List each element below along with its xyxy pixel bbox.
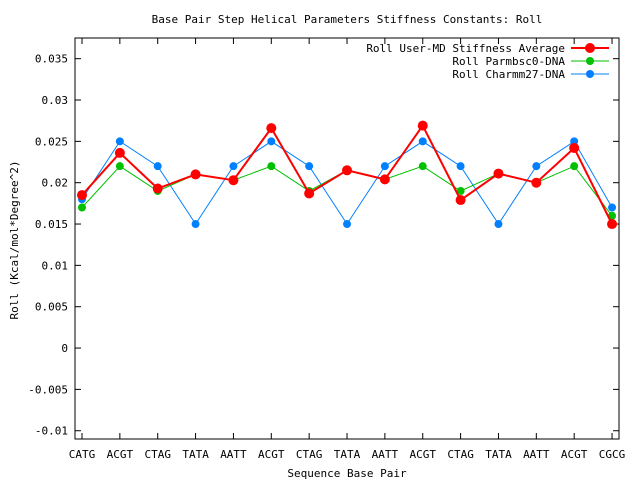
y-tick-label: 0.02 — [42, 177, 69, 190]
x-tick-label: ACGT — [258, 448, 285, 461]
data-point — [304, 188, 315, 199]
data-point — [152, 183, 163, 194]
data-point — [78, 203, 86, 212]
x-tick-label: CTAG — [144, 448, 171, 461]
y-axis-ticks: -0.01 -0.005 0 0.005 0.01 0.015 0.02 0.025 0.03 0… — [28, 53, 619, 438]
x-tick-label: CTAG — [296, 448, 323, 461]
data-point — [190, 169, 201, 180]
y-tick-label: 0.035 — [35, 53, 68, 66]
y-tick-label: -0.005 — [28, 383, 68, 396]
data-point — [493, 168, 504, 179]
y-tick-label: 0 — [61, 342, 68, 355]
data-point — [456, 162, 465, 171]
x-tick-label: AATT — [523, 448, 550, 461]
data-point — [531, 177, 542, 188]
data-point — [456, 186, 465, 195]
data-point — [228, 175, 239, 186]
data-point — [77, 190, 87, 201]
data-point — [532, 162, 541, 171]
y-tick-label: 0.025 — [35, 135, 68, 148]
data-point — [608, 211, 617, 220]
x-tick-label: ACGT — [107, 448, 134, 461]
data-point — [418, 137, 427, 146]
data-point — [342, 165, 353, 176]
y-axis-label: Roll (Kcal/mol*Degree^2) — [8, 161, 21, 320]
data-point — [229, 162, 238, 171]
x-axis-label: Sequence Base Pair — [287, 467, 407, 480]
series-3 — [78, 137, 617, 229]
x-tick-label: CATG — [69, 448, 96, 461]
data-point — [379, 174, 390, 185]
data-point — [115, 137, 124, 146]
data-point — [115, 162, 124, 171]
data-point — [191, 220, 200, 229]
data-point — [305, 162, 314, 171]
data-point — [455, 195, 466, 206]
x-tick-label: ACGT — [409, 448, 436, 461]
data-point — [380, 162, 389, 171]
x-axis-ticks: CATG ACGT CTAG TATA AATT ACGT CTAG TATA AATT ACGT… — [69, 38, 626, 461]
data-point — [607, 219, 618, 230]
legend-label: Roll Charmm27-DNA — [452, 68, 565, 81]
legend-label: Roll User-MD Stiffness Average — [366, 42, 565, 55]
data-point — [608, 203, 617, 212]
x-tick-label: CGCG — [599, 448, 626, 461]
plot-frame — [74, 37, 620, 440]
chart-title: Base Pair Step Helical Parameters Stiffn… — [152, 13, 543, 26]
data-point — [343, 220, 352, 229]
x-tick-label: TATA — [334, 448, 361, 461]
data-point — [417, 120, 428, 131]
data-point — [570, 137, 579, 146]
legend-marker — [585, 43, 595, 53]
data-point — [570, 162, 579, 171]
x-tick-label: AATT — [220, 448, 247, 461]
data-point — [267, 137, 276, 146]
y-tick-label: -0.01 — [35, 425, 68, 438]
y-tick-label: 0.005 — [35, 301, 68, 314]
legend-marker — [586, 70, 594, 78]
legend-marker — [586, 57, 594, 65]
data-point — [494, 220, 503, 229]
x-tick-label: AATT — [372, 448, 399, 461]
data-point — [266, 123, 277, 134]
data-point — [114, 147, 125, 158]
y-tick-label: 0.03 — [42, 94, 69, 107]
x-tick-label: TATA — [182, 448, 209, 461]
x-tick-label: ACGT — [561, 448, 588, 461]
series-layer — [77, 120, 618, 230]
y-tick-label: 0.015 — [35, 218, 68, 231]
legend-label: Roll Parmbsc0-DNA — [452, 55, 565, 68]
series-1 — [77, 120, 618, 230]
data-point — [418, 162, 427, 171]
y-tick-label: 0.01 — [42, 259, 69, 272]
x-tick-label: CTAG — [447, 448, 474, 461]
x-tick-label: TATA — [485, 448, 512, 461]
data-point — [153, 162, 162, 171]
data-point — [569, 142, 580, 153]
data-point — [267, 162, 276, 171]
